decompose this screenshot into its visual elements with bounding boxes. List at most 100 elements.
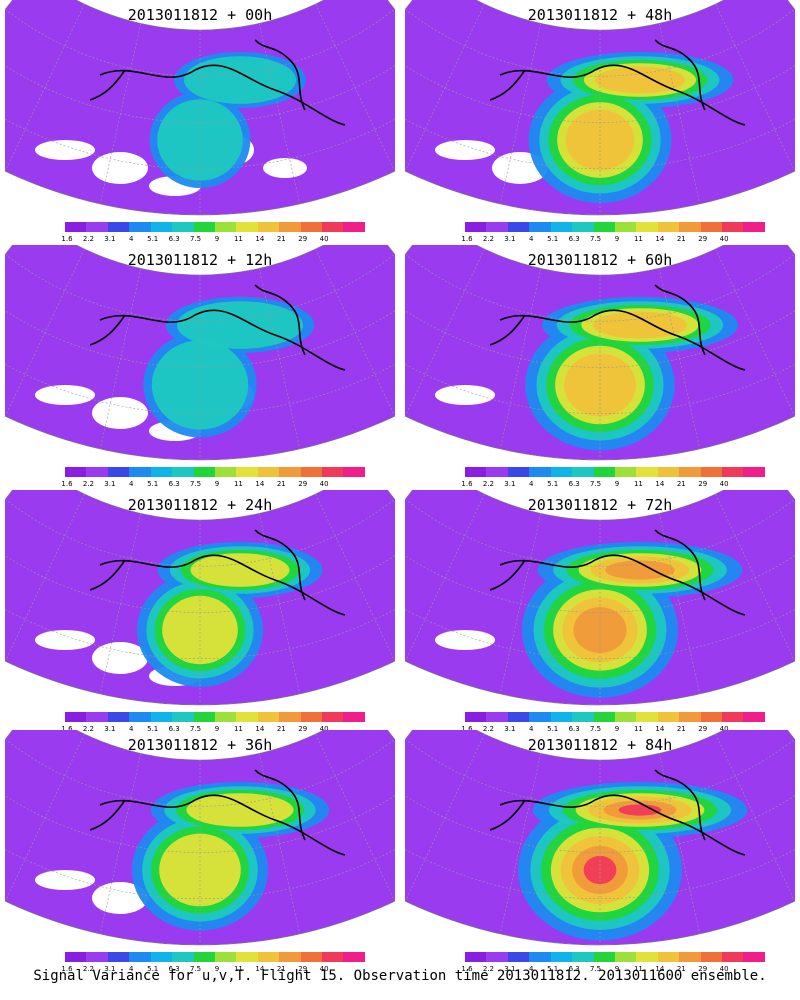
- panel-0: 2013011812 + 00h 1.6 2.2 3.1 4 5.1 6.3 7.5 9 11 1…: [5, 0, 395, 245]
- colorbar-swatch: [107, 467, 130, 477]
- colorbar-label: 21: [276, 480, 286, 488]
- colorbar-swatch: [722, 467, 744, 477]
- colorbar-swatch: [614, 952, 637, 962]
- panel-title: 2013011812 + 84h: [527, 736, 673, 754]
- colorbar-label: 11: [233, 965, 243, 973]
- colorbar-swatch: [636, 952, 658, 962]
- colorbar-label: 6.3: [568, 480, 580, 488]
- graticule-longitude: [658, 753, 701, 934]
- graticule-longitude: [658, 23, 701, 204]
- colorbar-label: 2.2: [482, 725, 494, 733]
- low-variance-gap: [92, 882, 148, 914]
- colorbar: [465, 952, 765, 962]
- colorbar-swatch: [172, 467, 194, 477]
- colorbar-swatch: [657, 712, 680, 722]
- colorbar-swatch: [486, 952, 508, 962]
- colorbar-label: 11: [633, 725, 643, 733]
- colorbar-swatch: [107, 712, 130, 722]
- colorbar-label: 21: [676, 235, 686, 243]
- coastline: [489, 284, 746, 371]
- graticule-longitude: [405, 493, 485, 662]
- colorbar-swatch: [700, 222, 723, 232]
- coastline: [89, 39, 346, 126]
- graticule-latitude: [5, 8, 395, 77]
- colorbar-swatch: [214, 467, 237, 477]
- colorbar-label: 9: [614, 480, 620, 488]
- colorbar-swatch: [150, 222, 173, 232]
- graticule-latitude: [405, 253, 795, 322]
- colorbar-label: 40: [319, 725, 329, 733]
- colorbar-label: 14: [655, 480, 665, 488]
- graticule-longitude: [715, 3, 795, 172]
- colorbar-swatch: [507, 467, 530, 477]
- colorbar-label: 11: [233, 480, 243, 488]
- colorbar-swatch: [107, 952, 130, 962]
- colorbar-label: 6.3: [168, 235, 180, 243]
- colorbar-swatch: [657, 952, 680, 962]
- graticule-latitude: [405, 738, 795, 807]
- colorbar: [465, 222, 765, 232]
- colorbar-swatch: [193, 222, 215, 232]
- colorbar-swatch: [300, 467, 323, 477]
- map-fan: [405, 245, 795, 461]
- colorbar-swatch: [743, 952, 765, 962]
- colorbar-label: 6.3: [168, 480, 180, 488]
- colorbar-label: 14: [255, 725, 265, 733]
- colorbar-label: 5.1: [147, 480, 159, 488]
- colorbar-label: 40: [719, 480, 729, 488]
- colorbar-swatch: [722, 712, 744, 722]
- variance-contour: [176, 301, 304, 349]
- colorbar-swatch: [507, 712, 530, 722]
- colorbar-label: 11: [233, 235, 243, 243]
- panel-1: 2013011812 + 48h 1.6 2.2 3.1 4 5.1 6.3 7.5 9 11 1…: [405, 0, 795, 245]
- colorbar-swatch: [465, 712, 487, 722]
- colorbar-swatch: [279, 952, 301, 962]
- colorbar-label: 29: [698, 965, 708, 973]
- colorbar-label: 4: [129, 480, 134, 488]
- colorbar-swatch: [300, 222, 323, 232]
- colorbar-label: 2.2: [82, 725, 94, 733]
- map-fan: [5, 730, 395, 946]
- colorbar-swatch: [507, 952, 530, 962]
- colorbar-swatch: [150, 467, 173, 477]
- colorbar-label: 6.3: [168, 965, 180, 973]
- graticule-longitude: [405, 733, 485, 902]
- low-variance-gap: [435, 385, 495, 405]
- colorbar-swatch: [743, 222, 765, 232]
- colorbar-label: 29: [298, 235, 308, 243]
- colorbar-label: 7.5: [589, 480, 602, 488]
- colorbar-swatch: [193, 712, 215, 722]
- variance-contour: [618, 804, 662, 816]
- colorbar-swatch: [257, 467, 280, 477]
- colorbar-swatch: [572, 467, 594, 477]
- low-variance-gap: [35, 385, 95, 405]
- graticule-longitude: [315, 493, 395, 662]
- colorbar-swatch: [86, 952, 108, 962]
- colorbar-swatch: [172, 222, 194, 232]
- graticule-longitude: [499, 268, 542, 449]
- colorbar-swatch: [86, 712, 108, 722]
- colorbar-swatch: [700, 712, 723, 722]
- colorbar-swatch: [636, 222, 658, 232]
- graticule-longitude: [405, 3, 485, 172]
- colorbar-label: 4: [129, 235, 134, 243]
- colorbar-swatch: [700, 467, 723, 477]
- colorbar-label: 2.2: [482, 480, 494, 488]
- map-border: [405, 490, 795, 706]
- colorbar-swatch: [636, 467, 658, 477]
- colorbar-label: 11: [633, 480, 643, 488]
- low-variance-gap: [263, 158, 307, 178]
- graticule-longitude: [99, 753, 142, 934]
- coastline: [89, 769, 346, 856]
- panel-title: 2013011812 + 60h: [527, 251, 673, 269]
- panel-title: 2013011812 + 48h: [527, 6, 673, 24]
- colorbar-swatch: [593, 712, 615, 722]
- colorbar-label: 4: [129, 725, 134, 733]
- graticule-longitude: [99, 268, 142, 449]
- colorbar-label: 7.5: [189, 480, 202, 488]
- colorbar-label: 7.5: [589, 235, 602, 243]
- colorbar-swatch: [572, 712, 594, 722]
- colorbar-label: 5.1: [547, 480, 559, 488]
- map-border: [405, 730, 795, 946]
- map-border: [5, 0, 395, 216]
